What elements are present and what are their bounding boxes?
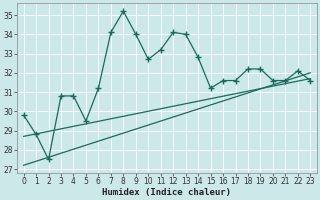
X-axis label: Humidex (Indice chaleur): Humidex (Indice chaleur): [102, 188, 231, 197]
